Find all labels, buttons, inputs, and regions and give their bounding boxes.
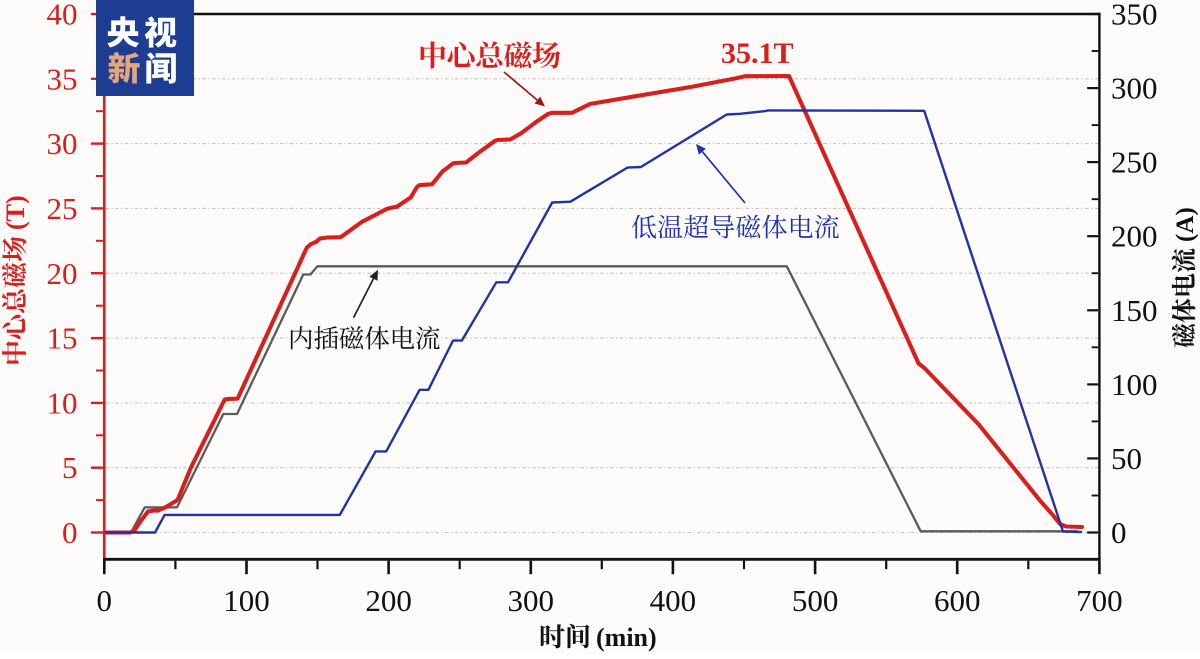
svg-text:100: 100 xyxy=(1111,367,1158,402)
svg-text:10: 10 xyxy=(47,385,78,420)
svg-text:700: 700 xyxy=(1076,583,1123,618)
svg-text:(min): (min) xyxy=(596,623,657,652)
svg-text:0: 0 xyxy=(1111,515,1127,550)
svg-text:100: 100 xyxy=(223,583,270,618)
svg-text:600: 600 xyxy=(934,583,981,618)
svg-text:5: 5 xyxy=(62,450,78,485)
svg-text:20: 20 xyxy=(47,256,78,291)
svg-text:400: 400 xyxy=(650,583,697,618)
svg-text:300: 300 xyxy=(508,583,555,618)
svg-text:30: 30 xyxy=(47,126,78,161)
svg-text:35.1T: 35.1T xyxy=(721,37,794,70)
svg-text:0: 0 xyxy=(97,583,113,618)
svg-text:150: 150 xyxy=(1111,293,1158,328)
svg-text:300: 300 xyxy=(1111,71,1158,106)
svg-text:200: 200 xyxy=(365,583,412,618)
svg-text:15: 15 xyxy=(47,321,78,356)
svg-text:500: 500 xyxy=(792,583,839,618)
svg-text:250: 250 xyxy=(1111,145,1158,180)
svg-text:(T): (T) xyxy=(1,195,30,230)
svg-text:350: 350 xyxy=(1111,0,1158,32)
svg-text:0: 0 xyxy=(62,515,78,550)
svg-text:50: 50 xyxy=(1111,441,1142,476)
svg-text:25: 25 xyxy=(47,191,78,226)
svg-text:40: 40 xyxy=(47,0,78,32)
svg-text:200: 200 xyxy=(1111,219,1158,254)
svg-text:(A): (A) xyxy=(1172,207,1199,242)
svg-text:35: 35 xyxy=(47,61,78,96)
